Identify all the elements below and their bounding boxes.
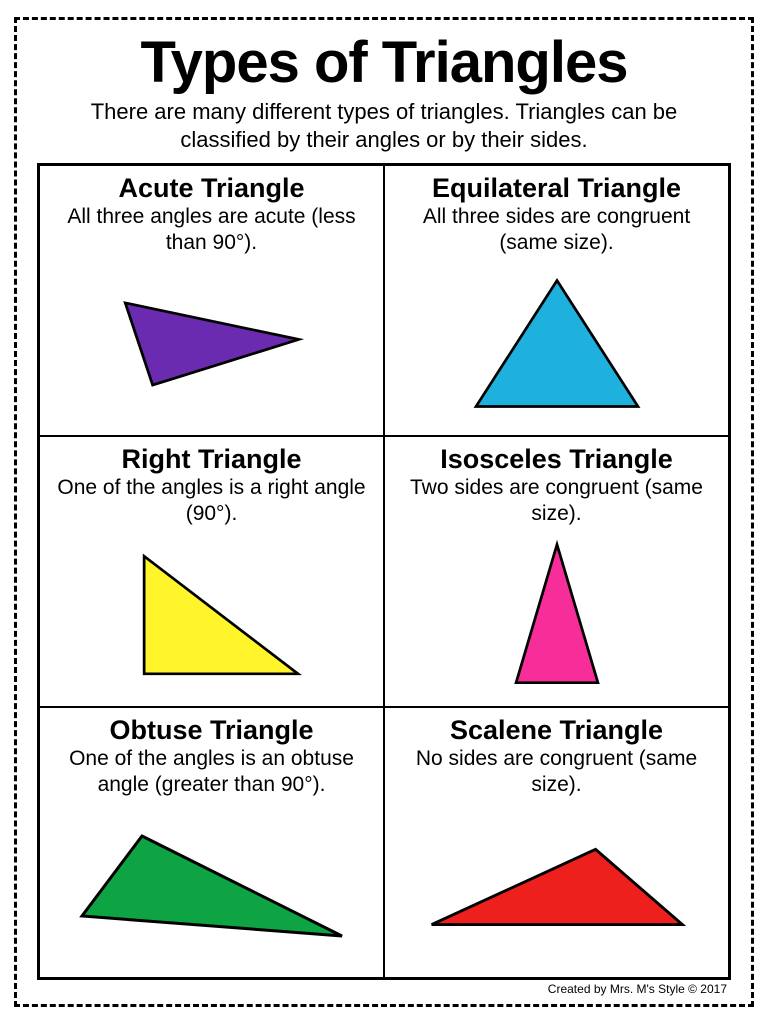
- triangle-grid: Acute Triangle All three angles are acut…: [37, 163, 731, 980]
- obtuse-triangle-icon: [72, 826, 352, 946]
- page-subtitle: There are many different types of triang…: [37, 98, 731, 153]
- cell-equilateral: Equilateral Triangle All three sides are…: [384, 165, 729, 436]
- shape-wrap: [52, 530, 371, 700]
- page-title: Types of Triangles: [37, 34, 731, 92]
- shape-wrap: [397, 530, 716, 700]
- cell-title: Obtuse Triangle: [109, 716, 313, 744]
- cell-desc: All three angles are acute (less than 90…: [52, 204, 371, 254]
- cell-desc: Two sides are congruent (same size).: [397, 475, 716, 525]
- shape-wrap: [397, 801, 716, 971]
- cell-right: Right Triangle One of the angles is a ri…: [39, 436, 384, 707]
- cell-title: Isosceles Triangle: [440, 445, 673, 473]
- shape-wrap: [52, 259, 371, 429]
- cell-title: Equilateral Triangle: [432, 174, 681, 202]
- acute-triangle-icon: [107, 284, 317, 404]
- shape-wrap: [397, 259, 716, 429]
- page: Types of Triangles There are many differ…: [14, 17, 754, 1007]
- cell-desc: One of the angles is an obtuse angle (gr…: [52, 746, 371, 796]
- cell-obtuse: Obtuse Triangle One of the angles is an …: [39, 707, 384, 978]
- shape-wrap: [52, 801, 371, 971]
- cell-title: Scalene Triangle: [450, 716, 663, 744]
- scalene-triangle-icon: [422, 836, 692, 936]
- cell-title: Acute Triangle: [118, 174, 304, 202]
- cell-acute: Acute Triangle All three angles are acut…: [39, 165, 384, 436]
- cell-isosceles: Isosceles Triangle Two sides are congrue…: [384, 436, 729, 707]
- cell-desc: No sides are congruent (same size).: [397, 746, 716, 796]
- cell-scalene: Scalene Triangle No sides are congruent …: [384, 707, 729, 978]
- cell-desc: One of the angles is a right angle (90°)…: [52, 475, 371, 525]
- cell-title: Right Triangle: [121, 445, 301, 473]
- equilateral-triangle-icon: [467, 271, 647, 416]
- credit-line: Created by Mrs. M's Style © 2017: [37, 982, 731, 996]
- isosceles-triangle-icon: [507, 537, 607, 692]
- cell-desc: All three sides are congruent (same size…: [397, 204, 716, 254]
- right-triangle-icon: [117, 545, 307, 685]
